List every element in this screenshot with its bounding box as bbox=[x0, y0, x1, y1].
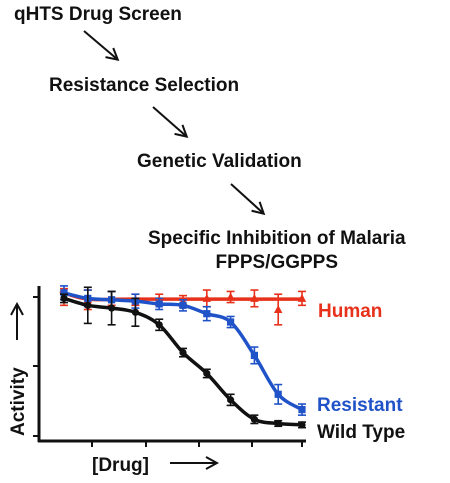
wild-type-data-point bbox=[84, 301, 92, 309]
series-label-human: Human bbox=[318, 301, 382, 322]
wild-type-data-point bbox=[274, 419, 282, 428]
human-data-point bbox=[250, 293, 259, 302]
plot-area bbox=[59, 285, 307, 429]
human-data-point bbox=[274, 305, 283, 314]
y-axis-label: Activity bbox=[8, 367, 29, 436]
human-data-point bbox=[202, 293, 211, 302]
resistant-data-point bbox=[298, 405, 306, 414]
resistant-data-point bbox=[179, 301, 187, 309]
workflow-arrow-1 bbox=[83, 30, 117, 59]
resistant-data-point bbox=[155, 300, 163, 308]
human-data-point bbox=[226, 292, 235, 301]
step-genetic-validation: Genetic Validation bbox=[137, 151, 302, 172]
step-specific-inhibition-line2: FPPS/GGPPS bbox=[215, 252, 339, 273]
step-specific-inhibition: Specific Inhibition of Malaria FPPS/GGPP… bbox=[148, 227, 406, 275]
workflow-arrow-3 bbox=[230, 183, 263, 213]
wild-type-data-point bbox=[60, 294, 68, 302]
wild-type-data-point bbox=[131, 308, 139, 316]
step-specific-inhibition-line1: Specific Inhibition of Malaria bbox=[148, 228, 406, 249]
workflow-arrow-2 bbox=[152, 106, 186, 136]
resistant-data-point bbox=[250, 351, 258, 359]
resistant-data-point bbox=[203, 310, 211, 318]
resistant-data-point bbox=[227, 318, 235, 326]
wild-type-data-point bbox=[108, 304, 116, 312]
series-label-resistant: Resistant bbox=[317, 395, 403, 416]
human-data-point bbox=[297, 293, 307, 302]
wild-type-data-point bbox=[179, 349, 187, 357]
step-resistance-selection: Resistance Selection bbox=[49, 75, 240, 96]
series-label-wild-type: Wild Type bbox=[317, 422, 405, 443]
wild-type-data-point bbox=[250, 415, 258, 423]
wild-type-data-point bbox=[155, 321, 163, 329]
resistant-data-point bbox=[60, 289, 68, 297]
wild-type-data-point bbox=[203, 369, 211, 378]
x-axis-label: [Drug] bbox=[92, 455, 149, 476]
wild-type-series-line bbox=[63, 296, 303, 427]
step-qhts-drug-screen: qHTS Drug Screen bbox=[14, 4, 182, 25]
wild-type-data-point bbox=[298, 421, 306, 429]
resistant-data-point bbox=[274, 390, 282, 398]
wild-type-data-point bbox=[227, 396, 235, 404]
